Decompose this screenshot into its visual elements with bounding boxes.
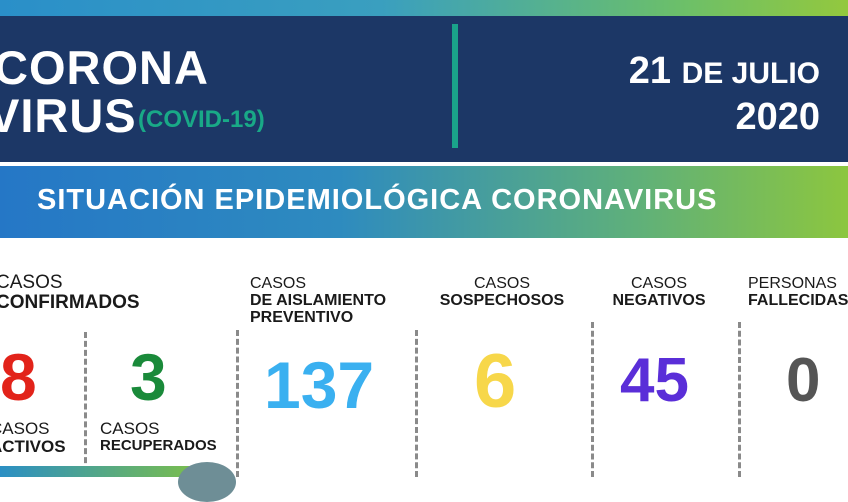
fallecidas-value: 0	[786, 346, 821, 415]
fallecidas-label-line2: FALLECIDAS	[748, 291, 848, 309]
divider-negativos-fallecidas	[738, 322, 741, 477]
aislamiento-label-line3: PREVENTIVO	[250, 308, 354, 326]
date-day: 21	[628, 50, 672, 92]
recuperados-label-line1: CASOS	[100, 419, 160, 438]
confirmados-label: CASOS CONFIRMADOS	[0, 273, 140, 313]
bottom-gradient-bar	[0, 466, 200, 477]
sospechosos-label-line2: SOSPECHOSOS	[439, 291, 565, 309]
divider-recuperados-aislamiento	[236, 330, 239, 477]
negativos-label-line2: NEGATIVOS	[612, 291, 706, 309]
recuperados-label-line2: RECUPERADOS	[100, 436, 217, 454]
aislamiento-label-line1: CASOS	[250, 275, 307, 292]
sospechosos-label-line1: CASOS	[473, 275, 530, 292]
title-virus: VIRUS	[0, 89, 137, 142]
activos-label-line2: ACTIVOS	[0, 436, 66, 456]
negativos-label-line1: CASOS	[630, 275, 687, 292]
recuperados-value: 3	[130, 340, 167, 414]
header-panel	[0, 16, 848, 162]
recuperados-label: CASOS RECUPERADOS	[100, 420, 217, 454]
section-banner	[0, 166, 848, 238]
negativos-value: 45	[620, 346, 689, 415]
divider-activos-recuperados	[84, 332, 87, 472]
negativos-label: CASOS NEGATIVOS	[606, 275, 712, 310]
divider-sospechosos-negativos	[591, 322, 594, 477]
fallecidas-label-line1: PERSONAS	[748, 275, 837, 292]
divider-aislamiento-sospechosos	[415, 330, 418, 477]
aislamiento-label-line2: DE AISLAMIENTO	[250, 291, 387, 309]
header-divider-line	[0, 162, 848, 166]
header-vertical-divider	[452, 24, 458, 148]
top-gradient-strip	[0, 0, 848, 16]
title-covid-tag: (COVID-19)	[138, 106, 265, 133]
date-month: DE JULIO	[681, 57, 820, 90]
sospechosos-label: CASOS SOSPECHOSOS	[432, 275, 572, 310]
fallecidas-label: PERSONAS FALLECIDAS	[748, 275, 848, 310]
confirmados-label-line1: CASOS	[0, 272, 63, 293]
activos-value: 8	[0, 340, 37, 414]
aislamiento-value: 137	[264, 348, 375, 422]
confirmados-label-line2: CONFIRMADOS	[0, 291, 140, 313]
title-corona: CORONA	[0, 41, 209, 94]
section-banner-title: SITUACIÓN EPIDEMIOLÓGICA CORONAVIRUS	[37, 184, 718, 216]
activos-label-line1: CASOS	[0, 419, 50, 438]
date-day-month: 21 DE JULIO	[629, 52, 820, 90]
activos-label: CASOS ACTIVOS	[0, 420, 66, 456]
aislamiento-label: CASOS DE AISLAMIENTO PREVENTIVO	[250, 275, 387, 326]
date-year: 2020	[735, 96, 820, 138]
sospechosos-value: 6	[474, 339, 517, 424]
bottom-circle-decoration	[178, 462, 236, 502]
